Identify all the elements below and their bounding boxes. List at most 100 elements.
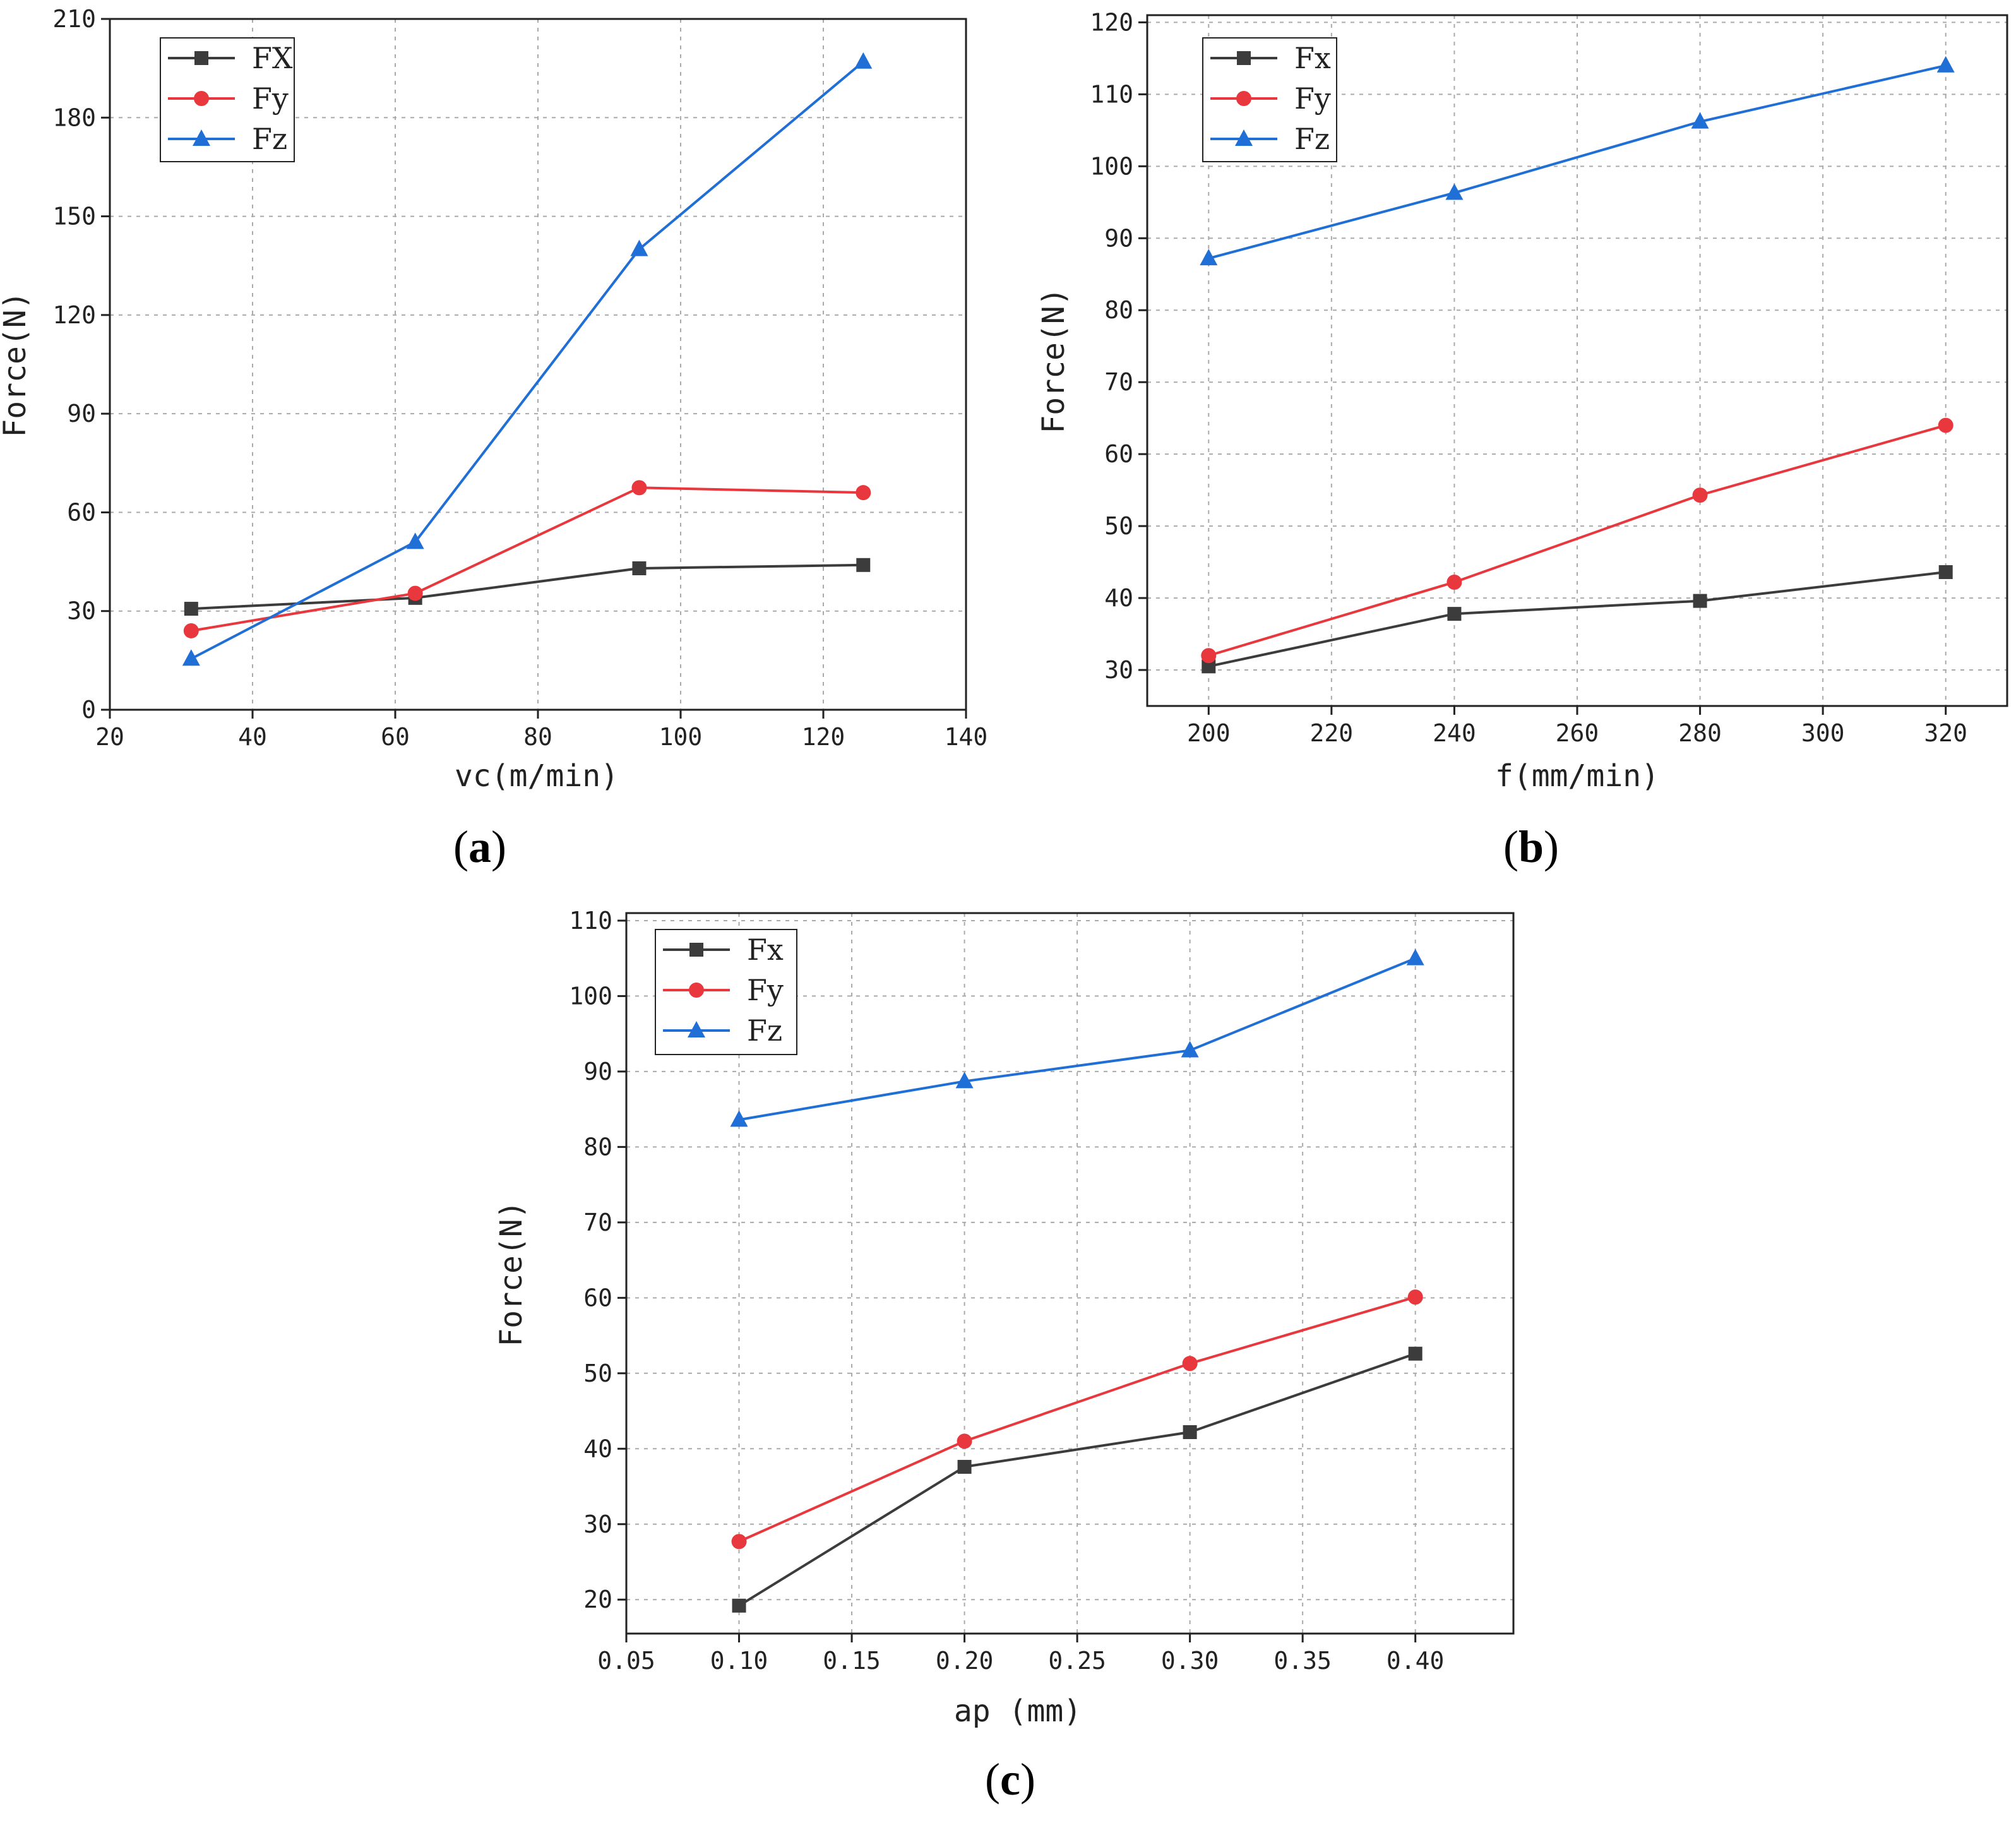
data-point-fx [1408,1346,1423,1361]
legend-marker-fz [1235,129,1253,146]
y-tick-label: 90 [1104,224,1133,252]
plot-frame [625,912,1515,1635]
data-point-fx [1447,607,1462,621]
panel-label: (c) [985,1754,1035,1805]
data-point-fx [184,602,198,616]
x-tick-label: 0.10 [710,1647,768,1675]
data-point-fx [732,1598,746,1613]
legend-label-fy: Fy [1294,81,1331,116]
legend-label-fx: FX [252,41,293,75]
y-tick-label: 80 [1104,296,1133,324]
y-tick-label: 50 [1104,512,1133,540]
y-tick-label: 30 [67,597,96,625]
x-axis-title: ap (mm) [954,1694,1082,1729]
x-tick-label: 0.30 [1161,1647,1219,1675]
data-point-fz [406,532,424,549]
series-line-fx [738,1352,1416,1607]
series-line-fy [191,486,864,632]
legend-marker-fz [688,1021,705,1037]
data-point-fy [731,1534,747,1550]
x-tick-label: 280 [1678,719,1722,747]
data-point-fz [182,649,200,666]
data-point-fy [1692,487,1708,503]
y-tick-label: 60 [1104,440,1133,468]
x-tick-label: 140 [945,723,988,751]
y-tick-label: 100 [1090,152,1133,180]
data-point-fz [630,239,648,256]
legend-marker-fy [689,983,704,998]
y-tick-label: 110 [1090,80,1133,108]
y-tick-label: 150 [52,203,96,230]
legend-label-fy: Fy [747,973,784,1007]
chart-panel-2: 0.05 0.10 0.15 0.20 0.25 0.30 0.35 0.40 20 30 40 50… [494,907,1515,1729]
y-tick-label: 40 [583,1435,612,1462]
chart-panel-0: 20 40 60 80 100 120 140 0 30 60 90 120 150 180 210 vc(m… [0,5,987,794]
legend-marker-fx [689,943,703,957]
y-tick-label: 110 [569,907,612,935]
data-point-fx [856,558,871,572]
x-tick-label: 60 [381,723,410,751]
data-point-fy [1201,648,1217,664]
data-point-fx [1183,1425,1197,1439]
legend-marker-fx [1237,51,1251,65]
x-tick-label: 120 [802,723,845,751]
y-tick-label: 40 [1104,584,1133,612]
data-point-fx [1693,594,1707,608]
legend: Fx Fy Fz [1202,37,1337,162]
x-tick-label: 320 [1924,719,1967,747]
y-tick-label: 100 [569,982,612,1010]
y-axis-title: Force(N) [494,1200,529,1346]
series-line-fx [191,563,864,611]
data-point-fy [1938,417,1953,433]
panel-label: (a) [453,822,506,872]
x-tick-label: 20 [95,723,124,751]
legend-marker-fy [1236,91,1251,106]
data-point-fy [1407,1289,1423,1305]
y-tick-label: 20 [583,1586,612,1613]
x-tick-label: 0.20 [936,1647,994,1675]
x-tick-label: 0.35 [1273,1647,1332,1675]
panel-label: (b) [1503,822,1559,872]
x-tick-label: 0.05 [597,1647,655,1675]
chart-panel-1: 200 220 240 260 280 300 320 30 40 50 60 70 80 90 100 11… [1036,8,2008,794]
x-tick-label: 0.25 [1048,1647,1106,1675]
x-axis-title: f(mm/min) [1495,758,1659,794]
data-point-fz [1691,112,1709,129]
data-point-fz [1200,249,1218,266]
y-tick-label: 0 [81,696,96,724]
legend: Fx Fy Fz [655,929,797,1055]
data-point-fz [854,52,873,69]
x-tick-label: 0.15 [823,1647,881,1675]
legend-label-fz: Fz [1294,122,1330,156]
legend-label-fy: Fy [252,81,289,116]
y-tick-label: 50 [583,1360,612,1387]
legend-label-fz: Fz [747,1013,782,1048]
y-tick-label: 180 [52,104,96,131]
x-tick-label: 40 [238,723,267,751]
y-tick-label: 70 [583,1209,612,1236]
data-point-fz [1181,1041,1199,1058]
legend: FX Fy Fz [160,37,295,162]
data-point-fy [856,485,871,501]
data-point-fy [957,1433,972,1449]
legend-marker-fx [194,51,208,65]
data-point-fx [957,1459,972,1474]
x-tick-label: 260 [1556,719,1599,747]
x-tick-label: 220 [1310,719,1354,747]
y-tick-label: 90 [67,400,96,427]
data-point-fy [407,585,423,601]
data-point-fz [730,1110,748,1127]
data-point-fy [183,623,199,638]
y-tick-label: 30 [1104,656,1133,684]
legend-marker-fz [193,129,210,146]
x-tick-label: 80 [523,723,552,751]
x-tick-label: 300 [1801,719,1845,747]
data-point-fy [1182,1356,1198,1372]
data-point-fx [632,561,647,575]
x-tick-label: 0.40 [1387,1647,1445,1675]
series-line-fy [738,1296,1416,1543]
series-line-fz [1208,64,1947,260]
data-point-fz [1445,183,1464,200]
legend-label-fx: Fx [1294,41,1331,75]
